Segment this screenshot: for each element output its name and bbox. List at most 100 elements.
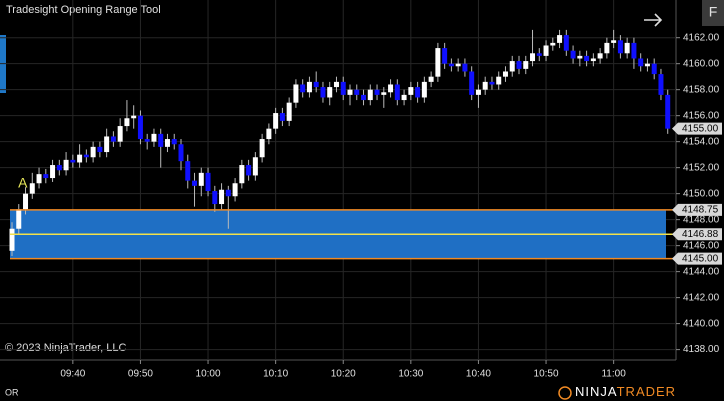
y-tick-label: 4152.00 [683,162,720,173]
y-tick-label: 4146.00 [683,240,720,251]
candle-body [232,183,238,197]
arrow [644,13,663,27]
candle-body [151,133,157,142]
y-tick-label: 4156.00 [683,110,720,121]
candle-body [225,189,231,197]
candle-body [381,92,387,95]
x-tick-label: 10:20 [331,369,356,380]
x-tick-label: 09:40 [60,369,85,380]
candle-body [90,146,96,158]
candle-body [563,35,569,51]
y-tick-label: 4160.00 [683,58,720,69]
candle-body [590,58,596,62]
candle-body [273,113,279,129]
candle-body [131,115,137,119]
candle-body [83,154,89,158]
logo-icon [558,386,572,400]
candle-body [448,63,454,67]
candle-body [536,53,542,56]
logo-text: NINJATRADER [575,384,676,399]
candle-body [543,45,549,56]
candle-body [651,63,657,75]
candle-body [644,63,650,67]
f-button-label: F [709,4,718,20]
candle-body [617,40,623,54]
candle-body [496,76,502,85]
candle-body [408,87,414,95]
price-marker [672,252,722,265]
candle-body [266,128,272,140]
candle-body [9,228,15,251]
candle-body [638,58,644,67]
candle-body [137,115,143,140]
candle-body [70,159,76,163]
candle-body [624,42,630,54]
candle-body [178,144,184,162]
candle-body [340,81,346,95]
y-tick-label: 4154.00 [683,136,720,147]
candle-body [320,87,326,98]
plot-area: A [0,0,676,360]
price-marker [672,228,722,241]
candle-body [117,126,123,142]
candle-body [185,161,191,181]
candle-body [104,136,110,153]
candle-body [246,165,252,176]
candle-body [219,189,225,205]
f-button[interactable] [702,0,724,26]
x-tick-label: 10:40 [466,369,491,380]
price-marker [672,122,722,135]
candle-body [604,42,610,54]
candle-body [455,63,461,67]
candle-body [475,89,481,95]
chart-title: Tradesight Opening Range Tool [6,4,161,16]
x-tick-label: 10:30 [398,369,423,380]
candle-body [313,81,319,88]
candle-body [192,180,198,186]
x-tick-label: 10:00 [196,369,221,380]
candle-body [144,139,150,142]
candle-body [23,193,29,210]
candle-body [347,89,353,95]
candle-body [333,81,339,88]
candle-body [631,42,637,59]
candle-body [584,55,590,62]
y-tick-label: 4142.00 [683,292,720,303]
candle-body [50,165,56,179]
candle-body [658,74,664,95]
price-marker-label: 4148.75 [682,205,719,216]
candle-body [394,84,400,101]
copyright: © 2023 NinjaTrader, LLC [5,342,126,354]
candle-body [300,84,306,93]
candle-body [16,209,22,229]
candle-body [279,113,285,121]
candle-body [502,71,508,77]
candle-body [306,81,312,93]
candle-body [469,71,475,95]
y-tick-label: 4150.00 [683,188,720,199]
candle-body [171,139,177,145]
candle-body [665,94,671,129]
price-marker-label: 4145.00 [682,253,719,264]
candle-body [164,139,170,147]
logo-right: TRADER [617,384,676,399]
candle-body [110,136,116,142]
candle-body [462,63,468,72]
logo: NINJATRADER [558,384,676,400]
y-tick-label: 4158.00 [683,84,720,95]
price-marker-label: 4155.00 [682,123,719,134]
candle-body [577,55,583,59]
arrow-icon[interactable] [644,13,663,27]
candle-body [435,48,441,77]
candle-body [401,94,407,101]
candle-body [77,154,83,163]
candle-body [367,89,373,101]
candle-body [523,61,529,69]
candle-body [415,87,421,98]
x-tick-label: 10:10 [263,369,288,380]
candle-body [530,53,536,62]
y-tick-label: 4162.00 [683,32,720,43]
logo-left: NINJA [575,384,617,399]
candle-body [442,48,448,64]
